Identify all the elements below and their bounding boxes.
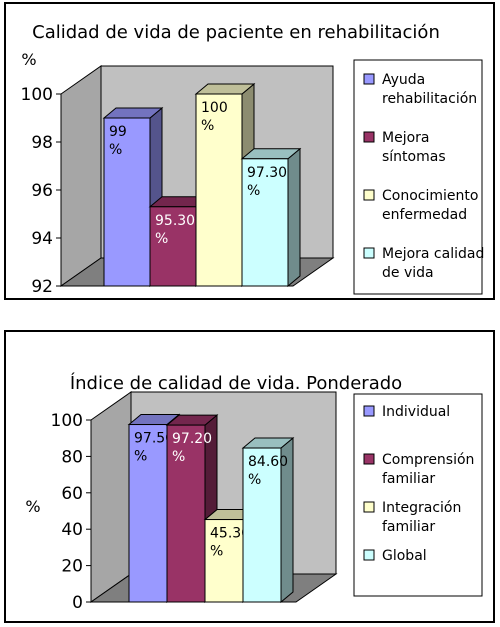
data-label: %	[247, 183, 260, 199]
legend-label: Individual	[382, 404, 450, 420]
legend-label: Conocimiento	[382, 188, 478, 204]
legend-label: Global	[382, 548, 427, 564]
y-tick-label: 100	[21, 85, 53, 105]
y-axis-label: %	[25, 497, 40, 516]
data-label: %	[109, 142, 122, 158]
chart-title: Calidad de vida de paciente en rehabilit…	[32, 22, 440, 43]
legend-swatch	[363, 405, 375, 417]
data-label: %	[248, 472, 261, 488]
side-wall	[90, 391, 132, 603]
legend-box	[353, 393, 483, 597]
legend-label: enfermedad	[382, 207, 467, 223]
bar-4: 84.60%	[241, 436, 295, 604]
legend-swatch	[363, 247, 375, 259]
y-tick-label: 100	[51, 411, 83, 431]
chart-panel-rehabilitacion: Calidad de vida de paciente en rehabilit…	[4, 2, 495, 300]
data-label: 84.60	[248, 454, 288, 470]
data-label: 99	[109, 124, 127, 140]
legend-label: Mejora	[382, 130, 429, 146]
y-tick-label: 98	[31, 133, 53, 153]
legend-label: rehabilitación	[382, 91, 477, 107]
data-label: %	[155, 231, 168, 247]
legend-swatch	[363, 501, 375, 513]
side-wall	[60, 65, 102, 287]
y-tick-label: 92	[31, 277, 53, 297]
legend-label: de vida	[382, 265, 434, 281]
data-label: 95.30	[155, 213, 195, 229]
chart-ponderado: Índice de calidad de vida. Ponderado% 0 20…	[25, 372, 483, 613]
legend-label: Ayuda	[382, 72, 425, 88]
y-tick-label: 60	[61, 484, 83, 504]
data-label: %	[201, 118, 214, 134]
data-label: %	[134, 449, 147, 465]
legend-swatch	[363, 549, 375, 561]
chart-panel-ponderado: Índice de calidad de vida. Ponderado% 0 20…	[4, 330, 495, 623]
chart-title: Índice de calidad de vida. Ponderado	[70, 372, 402, 394]
bar-front	[149, 206, 197, 287]
bar-front	[242, 447, 282, 603]
data-label: 97.30	[247, 165, 287, 181]
legend-label: familiar	[382, 471, 435, 487]
y-tick-label: 20	[61, 557, 83, 577]
chart-rehabilitacion: Calidad de vida de paciente en rehabilit…	[21, 22, 485, 297]
legend-label: Comprensión	[382, 452, 474, 468]
y-axis-label: %	[21, 50, 36, 69]
data-label: 100	[201, 100, 228, 116]
data-label: %	[210, 544, 223, 560]
bar-front	[128, 424, 168, 603]
bar-front	[195, 93, 243, 287]
legend-swatch	[363, 189, 375, 201]
bar-front	[241, 158, 289, 287]
legend-swatch	[363, 453, 375, 465]
legend-swatch	[363, 73, 375, 85]
data-label: 45.30	[210, 526, 250, 542]
y-tick-label: 40	[61, 520, 83, 540]
y-tick-label: 80	[61, 447, 83, 467]
legend-label: Integración	[382, 500, 461, 516]
bar-front	[166, 424, 206, 603]
y-tick-label: 96	[31, 181, 53, 201]
data-label: 97.50	[134, 431, 174, 447]
bar-front	[103, 117, 151, 287]
y-tick-label: 94	[31, 229, 53, 249]
bar-4: 97.30%	[240, 147, 302, 288]
legend-label: familiar	[382, 519, 435, 535]
data-label: %	[172, 449, 185, 465]
y-tick-label: 0	[72, 593, 83, 613]
bar-side	[287, 147, 301, 288]
legend-box	[353, 59, 483, 295]
legend-swatch	[363, 131, 375, 143]
legend-label: síntomas	[382, 149, 446, 165]
data-label: 97.20	[172, 431, 212, 447]
legend-label: Mejora calidad	[382, 246, 484, 262]
